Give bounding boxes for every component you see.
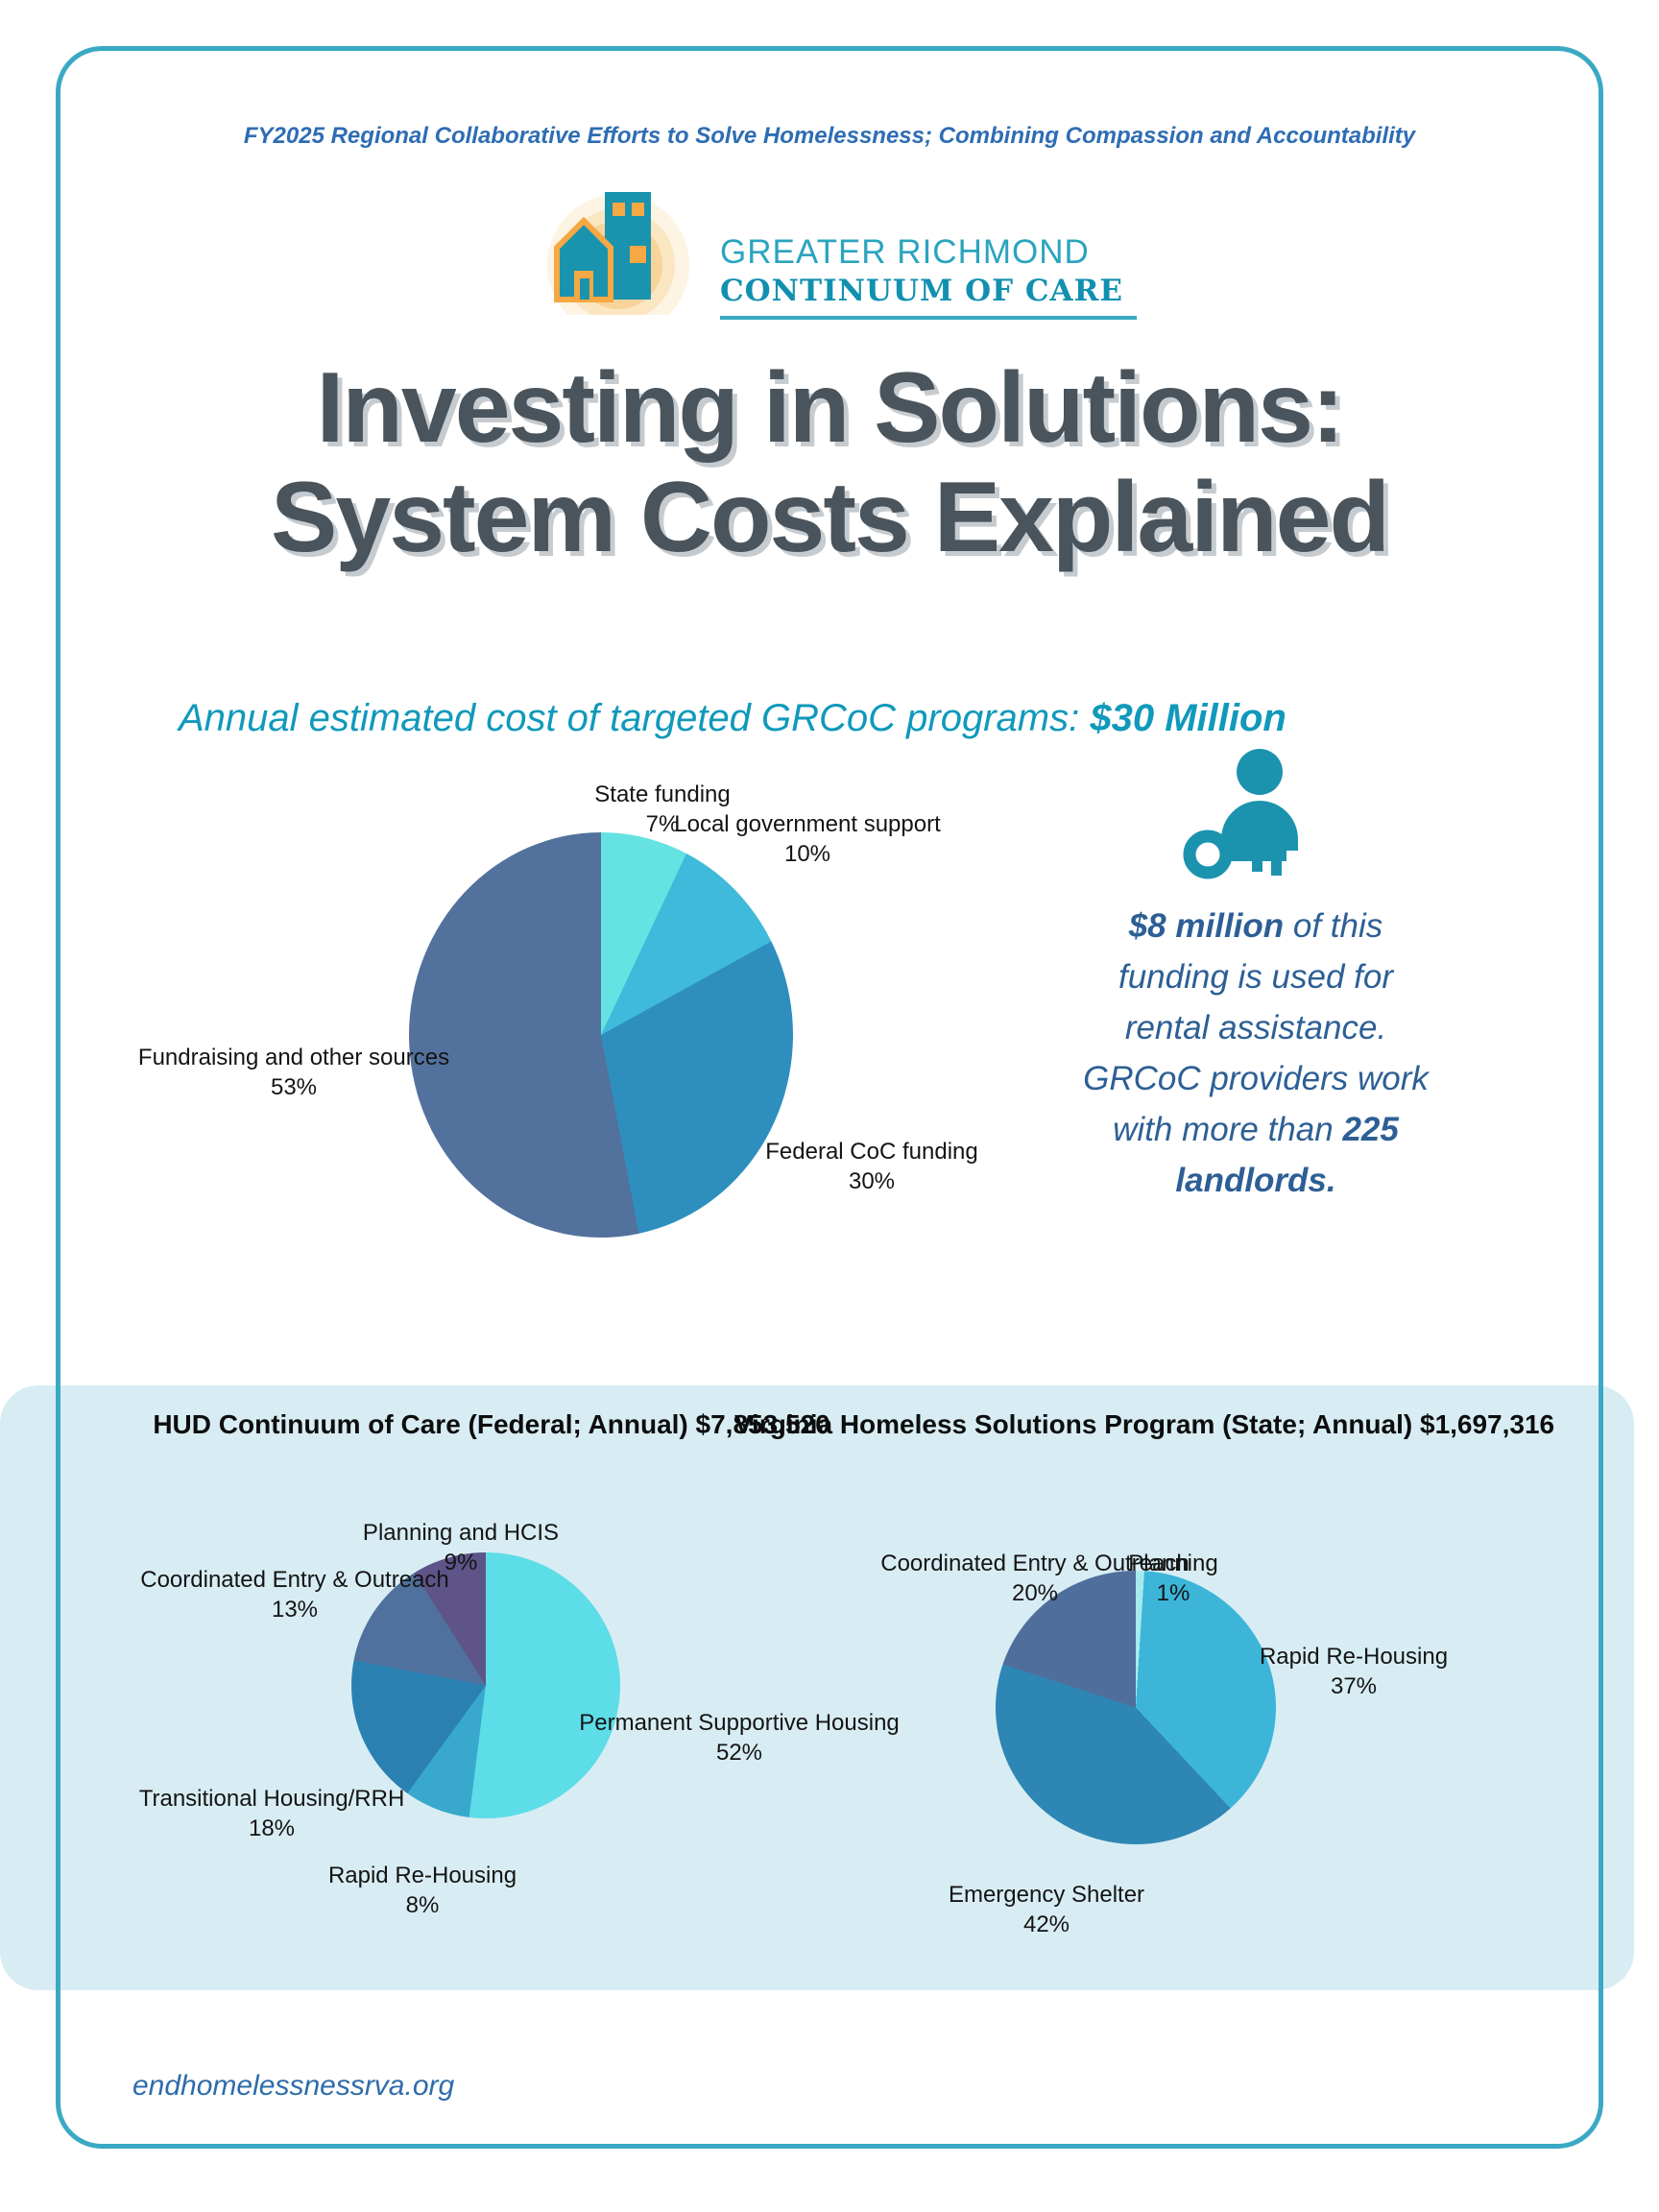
vhsp-pie-chart <box>996 1571 1276 1844</box>
pie-slice-label: Rapid Re-Housing 8% <box>327 1863 517 1918</box>
pie-slice-label: Emergency Shelter 42% <box>948 1882 1145 1937</box>
bottom-charts-band <box>0 1385 1634 1990</box>
hud-chart-title: HUD Continuum of Care (Federal; Annual) … <box>153 1409 830 1439</box>
subtitle-highlight: $30 Million <box>1090 697 1286 739</box>
rental-assistance-callout: $8 million of this funding is used for r… <box>1077 901 1434 1206</box>
callout-body: of this funding is used for rental assis… <box>1083 907 1429 1148</box>
header-tagline: FY2025 Regional Collaborative Efforts to… <box>243 123 1416 149</box>
page-subtitle: Annual estimated cost of targeted GRCoC … <box>179 697 1286 740</box>
hud-coc-pie-chart <box>351 1552 620 1818</box>
logo-name-line2: CONTINUUM OF CARE <box>719 274 1123 308</box>
pie-slice-label: Rapid Re-Housing 37% <box>1259 1644 1449 1699</box>
page-title: Investing in Solutions: System Costs Exp… <box>0 353 1659 572</box>
subtitle-prefix: Annual estimated cost of targeted GRCoC … <box>179 697 1091 739</box>
website-link[interactable]: endhomelessnessrva.org <box>132 2070 455 2102</box>
callout-landlords: 225 landlords. <box>1175 1111 1399 1199</box>
callout-amount: $8 million <box>1128 907 1285 945</box>
vhsp-chart-title: Virginia Homeless Solutions Program (Sta… <box>733 1409 1555 1439</box>
page-title-line1: Investing in Solutions: <box>316 352 1344 464</box>
pie-slice-label: Local government support 10% <box>674 811 941 867</box>
grcoc-logo-icon <box>522 171 714 336</box>
pie-slice-label: Transitional Housing/RRH 18% <box>138 1786 405 1841</box>
pie-slice-label: Permanent Supportive Housing 52% <box>579 1710 900 1766</box>
pie-slice-label: State funding 7% <box>594 781 731 837</box>
logo-name-line1: GREATER RICHMOND <box>719 233 1090 271</box>
pie-slice-label: Federal CoC funding 30% <box>765 1139 978 1194</box>
pie-slice-label: Fundraising and other sources 53% <box>137 1045 450 1100</box>
pie-slice-label: Coordinated Entry & Outreach 13% <box>140 1567 449 1623</box>
grcoc-logo: GREATER RICHMOND CONTINUUM OF CARE <box>0 171 1659 336</box>
person-with-key-icon <box>1179 741 1313 904</box>
funding-sources-pie-chart <box>409 832 793 1238</box>
pie-slice-label: Planning and HCIS 9% <box>362 1520 560 1575</box>
pie-slice-label: Planning 1% <box>1128 1551 1218 1606</box>
pie-slice-label: Coordinated Entry & Outreach 20% <box>880 1551 1190 1606</box>
grcoc-logo-text: GREATER RICHMOND CONTINUUM OF CARE <box>719 233 1137 320</box>
page-title-line2: System Costs Explained <box>271 462 1390 573</box>
